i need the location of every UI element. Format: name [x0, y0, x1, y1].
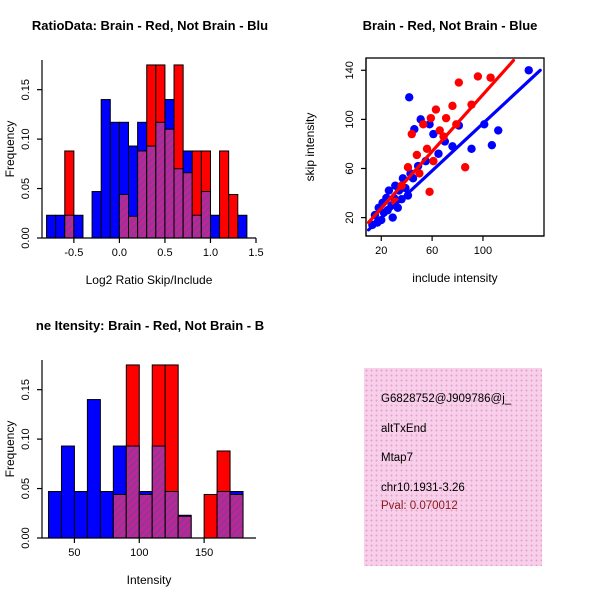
- svg-text:-0.5: -0.5: [64, 247, 83, 259]
- x-axis: [42, 537, 256, 543]
- svg-text:20: 20: [344, 211, 356, 223]
- x-axis-label: include intensity: [412, 271, 497, 285]
- event-type-text: altTxEnd: [381, 422, 427, 435]
- svg-text:60: 60: [344, 162, 356, 174]
- chart-title: Brain - Red, Not Brain - Blue: [363, 18, 538, 33]
- svg-text:0.15: 0.15: [20, 79, 32, 100]
- y-axis-label: Frequency: [3, 421, 17, 478]
- y-axis: [37, 360, 43, 539]
- svg-text:0.10: 0.10: [20, 128, 32, 149]
- svg-text:0.5: 0.5: [157, 247, 172, 259]
- svg-text:0.10: 0.10: [20, 428, 32, 449]
- svg-text:60: 60: [426, 245, 438, 257]
- svg-text:140: 140: [344, 61, 356, 79]
- x-tick-labels: 50 100 150: [68, 547, 213, 559]
- histogram-bars: [46, 64, 248, 239]
- histogram-bars: [47, 364, 244, 539]
- x-axis: [42, 237, 257, 243]
- chart-svg: -0.5 0.0 0.5 1.0 1.5 0.00 0.05 0.10 0.15 Log2 Rat…: [3, 18, 268, 287]
- chart-title: RatioData: Brain - Red, Not Brain - Blu: [32, 18, 268, 33]
- svg-text:0.15: 0.15: [20, 379, 32, 400]
- x-tick-labels: 20 60 100: [375, 245, 492, 257]
- x-axis: [366, 235, 544, 241]
- genomic-location-text: chr10.1931-3.26: [381, 481, 465, 494]
- event-info-box: G6828752@J909786@j_ altTxEnd Mtap7 chr10…: [364, 368, 542, 566]
- panel-ratio-histogram: -0.5 0.0 0.5 1.0 1.5 0.00 0.05 0.10 0.15 Log2 Rat…: [0, 0, 300, 300]
- y-tick-labels: 20 60 100 140: [344, 61, 356, 224]
- y-axis: [361, 58, 367, 236]
- x-axis-label: Intensity: [127, 573, 172, 587]
- svg-text:1.0: 1.0: [203, 247, 218, 259]
- panel-intensity-scatter: 20 60 100 20 60 100 140 include intensity skip i…: [300, 0, 600, 300]
- svg-text:100: 100: [130, 547, 148, 559]
- svg-text:0.00: 0.00: [20, 527, 32, 548]
- svg-text:100: 100: [344, 110, 356, 128]
- y-axis: [37, 60, 43, 239]
- y-tick-labels: 0.00 0.05 0.10 0.15: [20, 379, 32, 549]
- y-axis-label: Frequency: [3, 121, 17, 178]
- chart-title: ne Itensity: Brain - Red, Not Brain - B: [36, 318, 264, 333]
- fit-line-red: [366, 58, 516, 225]
- panel-gene-intensity-histogram: 50 100 150 0.00 0.05 0.10 0.15 Intensity Frequen…: [0, 300, 300, 600]
- svg-text:100: 100: [474, 245, 492, 257]
- points-red: [391, 72, 495, 206]
- fit-line-blue: [366, 68, 542, 232]
- chart-svg: 50 100 150 0.00 0.05 0.10 0.15 Intensity Frequen…: [3, 318, 264, 587]
- event-id-text: G6828752@J909786@j_: [381, 393, 512, 405]
- x-tick-labels: -0.5 0.0 0.5 1.0 1.5: [64, 247, 263, 259]
- svg-text:0.05: 0.05: [20, 478, 32, 499]
- x-axis-label: Log2 Ratio Skip/Include: [86, 273, 213, 287]
- svg-text:50: 50: [68, 547, 80, 559]
- panel-info: G6828752@J909786@j_ altTxEnd Mtap7 chr10…: [300, 300, 600, 600]
- svg-text:1.5: 1.5: [248, 247, 263, 259]
- svg-text:20: 20: [375, 245, 387, 257]
- y-axis-label: skip intensity: [303, 113, 317, 182]
- gene-name-text: Mtap7: [381, 452, 413, 464]
- svg-text:150: 150: [195, 547, 213, 559]
- svg-text:0.0: 0.0: [112, 247, 127, 259]
- chart-svg: 20 60 100 20 60 100 140 include intensity skip i…: [303, 18, 545, 285]
- svg-text:0.05: 0.05: [20, 178, 32, 199]
- y-tick-labels: 0.00 0.05 0.10 0.15: [20, 79, 32, 249]
- pvalue-text: Pval: 0.070012: [381, 500, 458, 512]
- svg-text:0.00: 0.00: [20, 227, 32, 248]
